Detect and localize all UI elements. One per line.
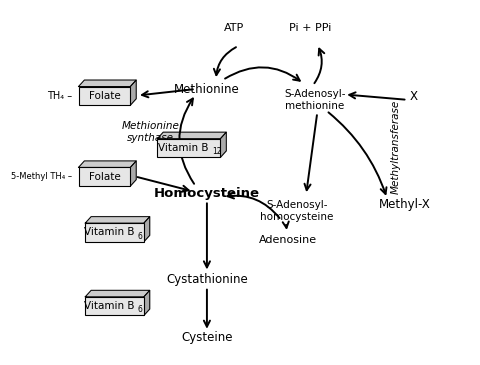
Text: S-Adenosyl-
methionine: S-Adenosyl- methionine <box>284 89 346 111</box>
FancyBboxPatch shape <box>85 223 144 242</box>
Polygon shape <box>79 161 136 168</box>
Text: 6: 6 <box>138 305 143 314</box>
Text: Adenosine: Adenosine <box>259 235 317 245</box>
FancyBboxPatch shape <box>79 87 131 105</box>
Text: 6: 6 <box>138 231 143 241</box>
Text: X: X <box>410 90 418 103</box>
Text: 12: 12 <box>212 147 222 156</box>
FancyBboxPatch shape <box>79 168 131 186</box>
Text: Methionine: Methionine <box>174 82 240 96</box>
Text: Vitamin B: Vitamin B <box>158 143 209 153</box>
Polygon shape <box>85 290 150 297</box>
Text: 5-Methyl TH₄ –: 5-Methyl TH₄ – <box>11 172 75 181</box>
Text: Methyl-X: Methyl-X <box>379 197 431 211</box>
Polygon shape <box>157 132 226 139</box>
Text: Folate: Folate <box>88 91 120 101</box>
Text: Cysteine: Cysteine <box>181 331 233 343</box>
Text: Pi + PPi: Pi + PPi <box>289 23 332 33</box>
Text: TH₄ –: TH₄ – <box>47 91 75 101</box>
Text: Homocysteine: Homocysteine <box>154 187 260 200</box>
FancyBboxPatch shape <box>157 139 220 157</box>
Polygon shape <box>85 217 150 223</box>
Text: Cystathionine: Cystathionine <box>166 273 248 286</box>
Polygon shape <box>131 80 136 105</box>
Polygon shape <box>144 290 150 315</box>
Text: Vitamin B: Vitamin B <box>84 301 134 311</box>
Text: ATP: ATP <box>224 23 244 33</box>
Polygon shape <box>79 80 136 87</box>
Text: Vitamin B: Vitamin B <box>84 227 134 238</box>
Text: Methionine
synthase: Methionine synthase <box>121 122 180 143</box>
Text: Methyltransferase: Methyltransferase <box>391 99 401 194</box>
Text: Folate: Folate <box>88 172 120 182</box>
Polygon shape <box>131 161 136 186</box>
Polygon shape <box>144 217 150 242</box>
FancyBboxPatch shape <box>85 297 144 315</box>
Text: S-Adenosyl-
homocysteine: S-Adenosyl- homocysteine <box>260 200 334 222</box>
Polygon shape <box>220 132 226 157</box>
